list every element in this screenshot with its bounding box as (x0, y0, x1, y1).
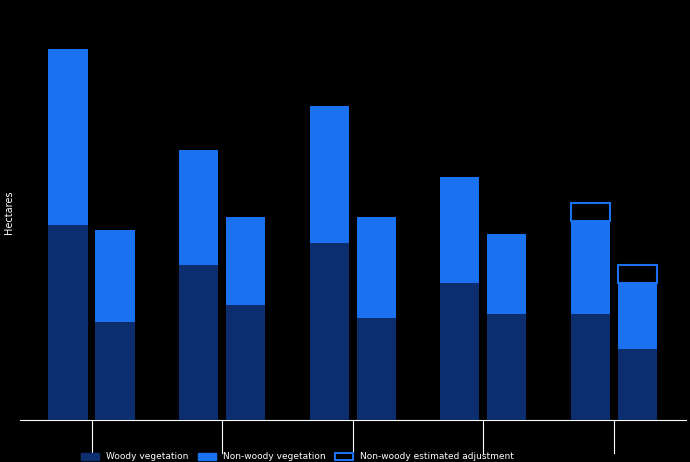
Bar (95, 230, 135, 322)
Bar (571, 203, 610, 221)
Bar (310, 106, 349, 243)
Bar (48, 225, 88, 419)
Bar (440, 283, 480, 419)
Bar (179, 265, 218, 419)
Bar (179, 150, 218, 265)
Bar (357, 217, 396, 318)
Bar (310, 243, 349, 419)
Bar (226, 305, 265, 419)
Bar (618, 265, 657, 283)
Bar (571, 314, 610, 419)
Bar (48, 49, 88, 225)
Bar (571, 221, 610, 314)
Legend: Woody vegetation, Non-woody vegetation, Non-woody estimated adjustment: Woody vegetation, Non-woody vegetation, … (77, 449, 518, 462)
Bar (487, 314, 526, 419)
Bar (440, 177, 480, 283)
Bar (357, 318, 396, 419)
Bar (618, 283, 657, 349)
Bar (618, 349, 657, 419)
Bar (226, 217, 265, 305)
Bar (95, 322, 135, 419)
Bar (487, 234, 526, 314)
Y-axis label: Hectares: Hectares (4, 190, 14, 234)
